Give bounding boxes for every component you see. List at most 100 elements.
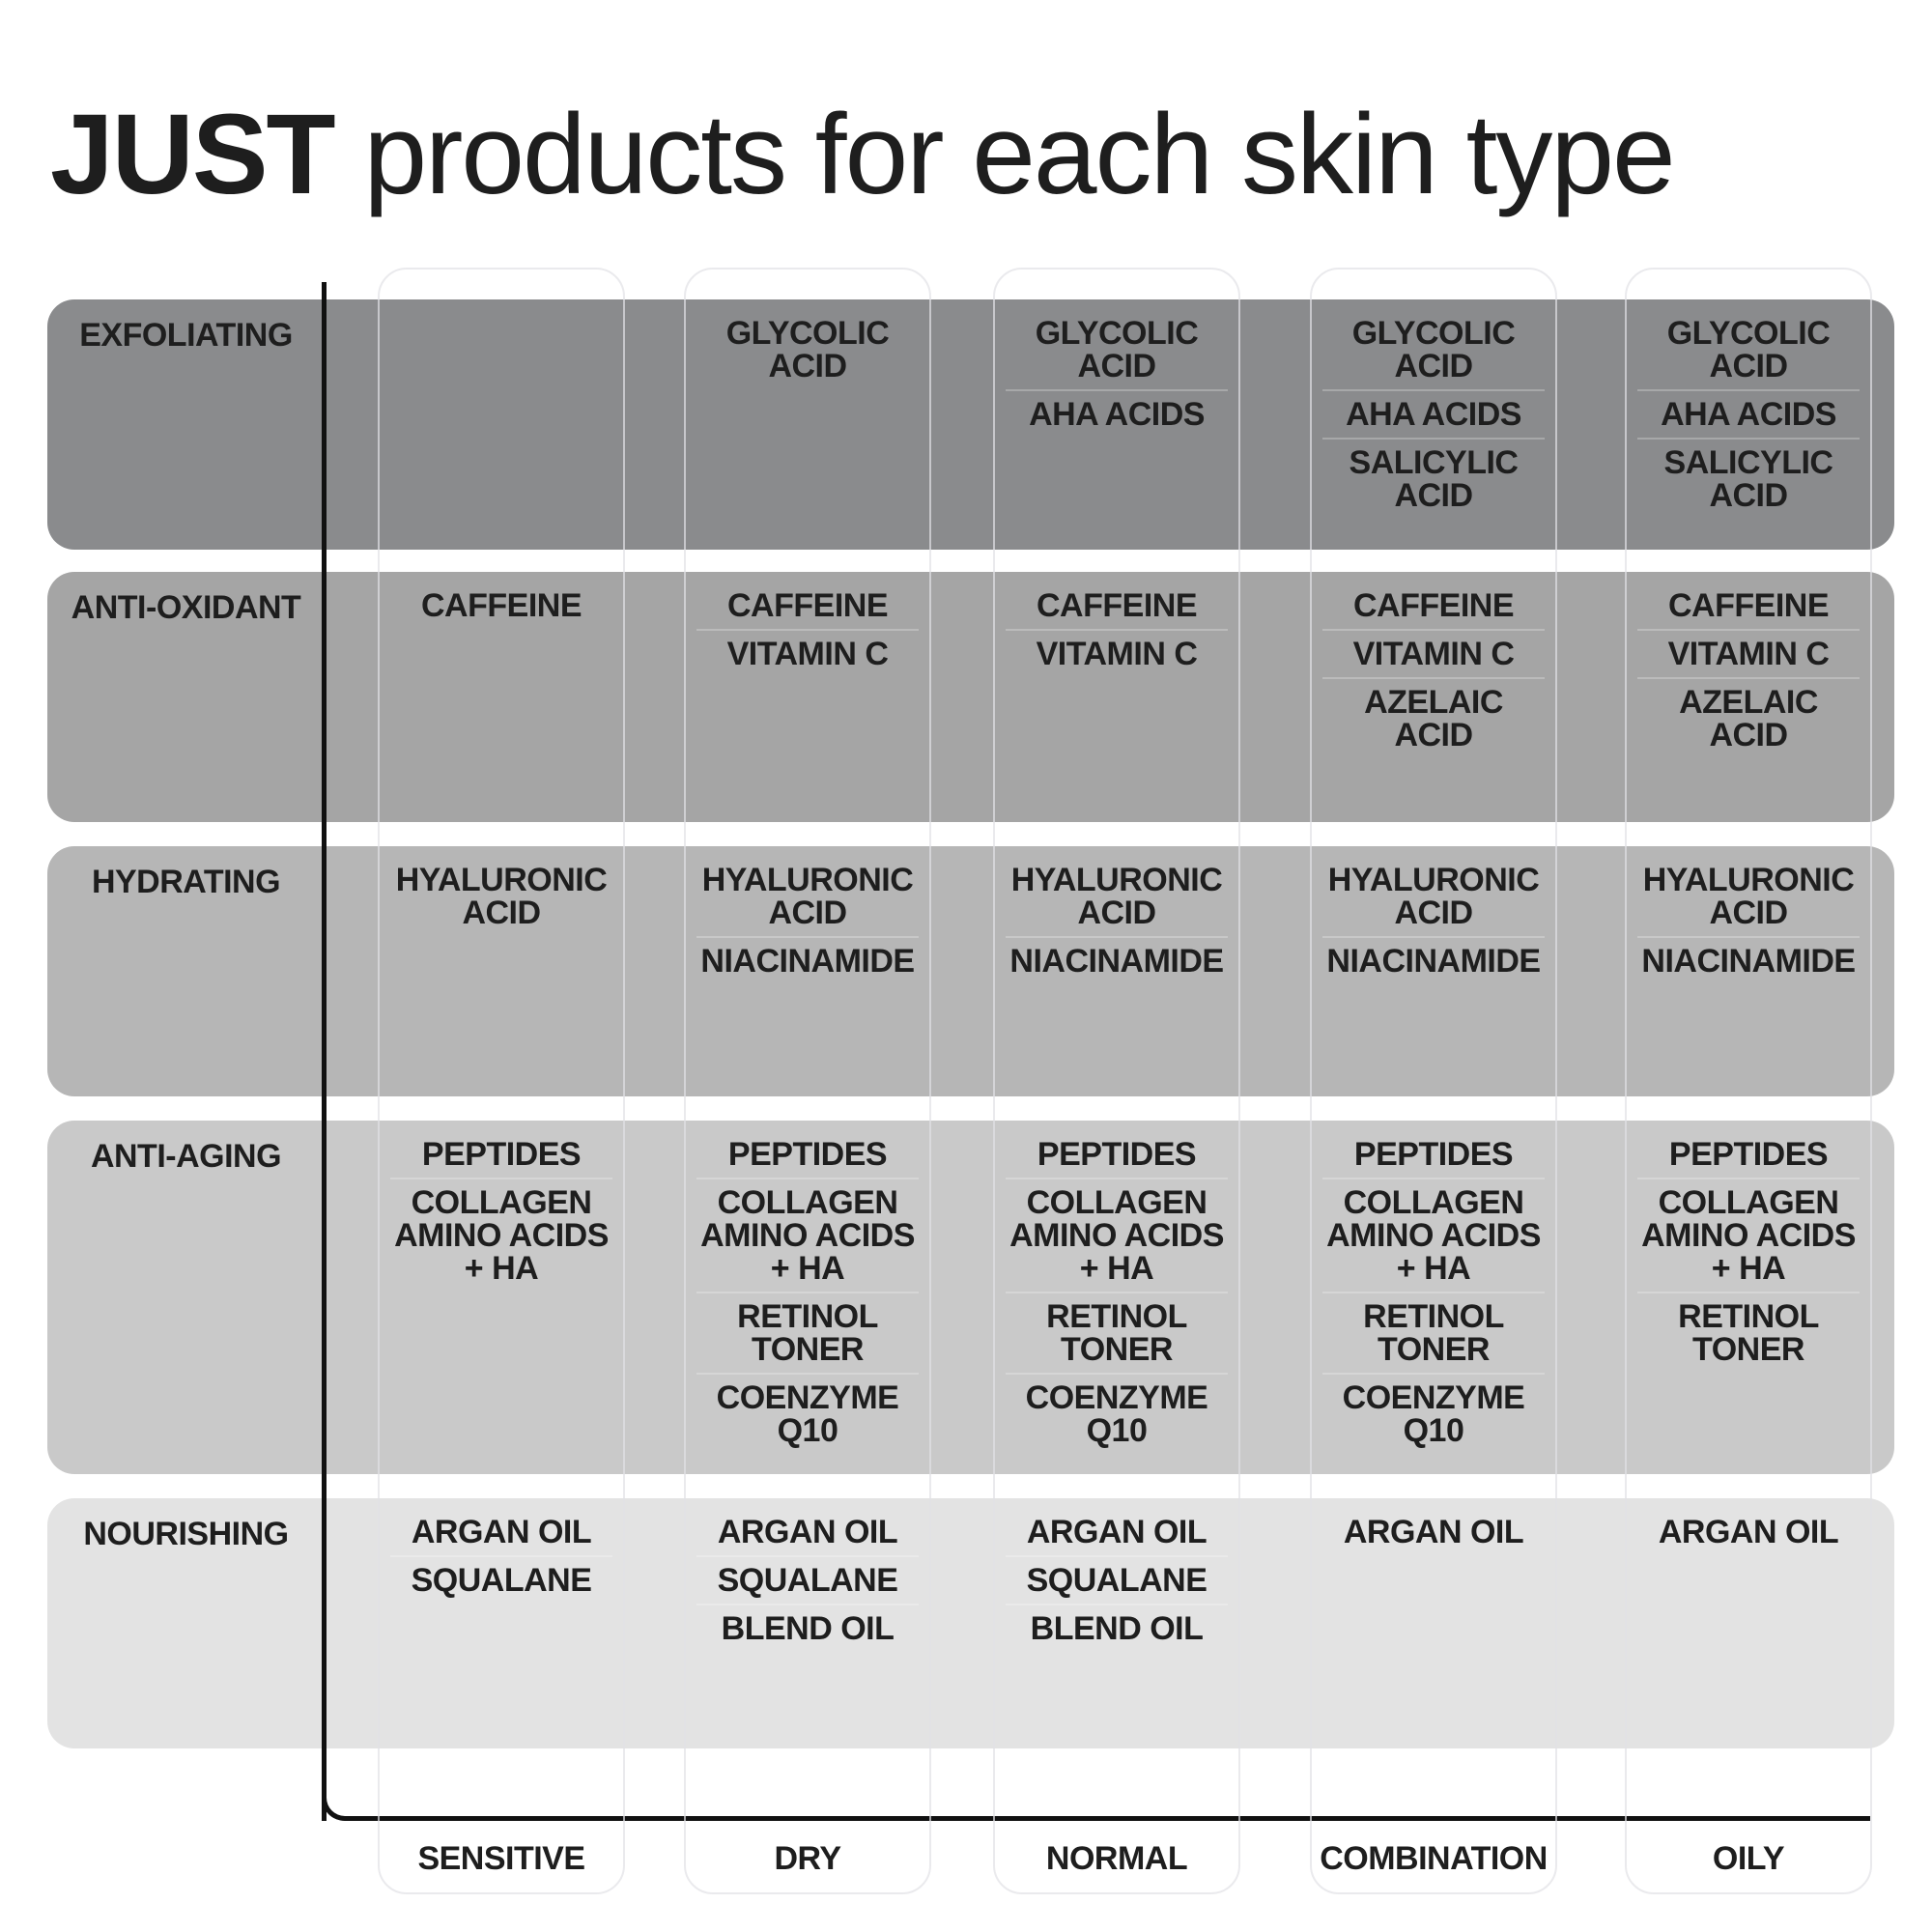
ingredient: AZELAIC ACID — [1322, 677, 1545, 752]
table-cell: HYALURONIC ACID NIACINAMIDE — [684, 864, 931, 984]
ingredient: BLEND OIL — [1006, 1604, 1228, 1645]
ingredient: GLYCOLIC ACID — [1351, 315, 1516, 384]
ingredient: HYALURONIC ACID — [1327, 862, 1540, 931]
column-label: NORMAL — [1045, 1840, 1188, 1877]
ingredient: PEPTIDES — [1037, 1136, 1197, 1173]
table-cell: ARGAN OIL — [1625, 1516, 1872, 1555]
ingredient: BLEND OIL — [696, 1604, 919, 1645]
column-outline — [684, 268, 931, 1894]
page-title: JUST products for each skin type — [50, 89, 1676, 220]
ingredient: AHA ACIDS — [1322, 389, 1545, 431]
table-cell: PEPTIDES COLLAGEN AMINO ACIDS + HA RETINOL… — [1310, 1138, 1557, 1454]
table-cell: PEPTIDES COLLAGEN AMINO ACIDS + HA — [378, 1138, 625, 1292]
ingredient: COLLAGEN AMINO ACIDS + HA — [1006, 1178, 1228, 1285]
row-exfoliating: EXFOLIATING GLYCOLIC ACID GLYCOLIC ACID AHA… — [47, 299, 1894, 550]
ingredient: COLLAGEN AMINO ACIDS + HA — [1637, 1178, 1860, 1285]
ingredient: AHA ACIDS — [1637, 389, 1860, 431]
table-cell: PEPTIDES COLLAGEN AMINO ACIDS + HA RETINOL… — [1625, 1138, 1872, 1373]
row-anti-aging: ANTI-AGING PEPTIDES COLLAGEN AMINO ACIDS +… — [47, 1121, 1894, 1474]
ingredient: COENZYME Q10 — [1322, 1373, 1545, 1447]
ingredient: SALICYLIC ACID — [1637, 438, 1860, 512]
ingredient: PEPTIDES — [421, 1136, 582, 1173]
ingredient: RETINOL TONER — [1637, 1292, 1860, 1366]
row-label: ANTI-AGING — [90, 1138, 282, 1175]
ingredient: NIACINAMIDE — [696, 936, 919, 978]
ingredient: GLYCOLIC ACID — [725, 315, 890, 384]
table-cell: CAFFEINE VITAMIN C — [684, 589, 931, 677]
table-cell: GLYCOLIC ACID — [684, 317, 931, 389]
table-cell: HYALURONIC ACID NIACINAMIDE — [1625, 864, 1872, 984]
x-axis-line — [322, 1797, 1870, 1821]
table-cell: CAFFEINE VITAMIN C AZELAIC ACID — [1625, 589, 1872, 758]
column-label: SENSITIVE — [417, 1840, 585, 1877]
ingredient: HYALURONIC ACID — [701, 862, 914, 931]
table-cell: ARGAN OIL SQUALANE — [378, 1516, 625, 1604]
ingredient: ARGAN OIL — [717, 1514, 898, 1550]
ingredient: CAFFEINE — [1353, 587, 1515, 624]
ingredient: GLYCOLIC ACID — [1035, 315, 1199, 384]
ingredient: COENZYME Q10 — [696, 1373, 919, 1447]
column-outline — [1625, 268, 1872, 1894]
ingredient: HYALURONIC ACID — [395, 862, 608, 931]
table-cell: ARGAN OIL SQUALANE BLEND OIL — [993, 1516, 1240, 1652]
ingredient: COLLAGEN AMINO ACIDS + HA — [696, 1178, 919, 1285]
row-label: EXFOLIATING — [79, 317, 293, 354]
ingredient: VITAMIN C — [696, 629, 919, 670]
row-label: NOURISHING — [83, 1516, 289, 1552]
table-cell: HYALURONIC ACID NIACINAMIDE — [993, 864, 1240, 984]
table-cell: CAFFEINE VITAMIN C — [993, 589, 1240, 677]
ingredient: CAFFEINE — [1037, 587, 1198, 624]
ingredient: CAFFEINE — [421, 587, 582, 624]
ingredient: AHA ACIDS — [1006, 389, 1228, 431]
row-label: HYDRATING — [91, 864, 281, 900]
row-nourishing: NOURISHING ARGAN OIL SQUALANE ARGAN OIL SQUA… — [47, 1498, 1894, 1748]
ingredient: COLLAGEN AMINO ACIDS + HA — [390, 1178, 612, 1285]
table-cell: CAFFEINE — [378, 589, 625, 629]
ingredient: PEPTIDES — [1353, 1136, 1514, 1173]
ingredient: HYALURONIC ACID — [1010, 862, 1223, 931]
row-label: ANTI-OXIDANT — [71, 589, 301, 626]
y-axis-line — [322, 282, 327, 1821]
ingredient: VITAMIN C — [1322, 629, 1545, 670]
table-cell: GLYCOLIC ACID AHA ACIDS SALICYLIC ACID — [1310, 317, 1557, 519]
ingredient: SQUALANE — [1006, 1555, 1228, 1597]
brand-name: JUST — [50, 91, 336, 218]
ingredient: SQUALANE — [390, 1555, 612, 1597]
column-outline — [1310, 268, 1557, 1894]
title-text: products for each skin type — [363, 91, 1675, 218]
table-cell: PEPTIDES COLLAGEN AMINO ACIDS + HA RETINOL… — [684, 1138, 931, 1454]
ingredient: NIACINAMIDE — [1322, 936, 1545, 978]
ingredient: AZELAIC ACID — [1637, 677, 1860, 752]
column-label: OILY — [1712, 1840, 1785, 1877]
ingredient: NIACINAMIDE — [1006, 936, 1228, 978]
ingredient: COENZYME Q10 — [1006, 1373, 1228, 1447]
ingredient: ARGAN OIL — [1658, 1514, 1839, 1550]
column-outline — [378, 268, 625, 1894]
ingredient: NIACINAMIDE — [1637, 936, 1860, 978]
ingredient: PEPTIDES — [727, 1136, 888, 1173]
row-anti-oxidant: ANTI-OXIDANT CAFFEINE CAFFEINE VITAMIN C CAF… — [47, 572, 1894, 822]
ingredient: GLYCOLIC ACID — [1666, 315, 1831, 384]
table-cell: ARGAN OIL — [1310, 1516, 1557, 1555]
row-hydrating: HYDRATING HYALURONIC ACID HYALURONIC ACID N… — [47, 846, 1894, 1096]
column-label: COMBINATION — [1320, 1840, 1548, 1877]
table-cell: HYALURONIC ACID — [378, 864, 625, 936]
table-cell: GLYCOLIC ACID AHA ACIDS SALICYLIC ACID — [1625, 317, 1872, 519]
ingredient: COLLAGEN AMINO ACIDS + HA — [1322, 1178, 1545, 1285]
ingredient: ARGAN OIL — [411, 1514, 592, 1550]
table-cell: HYALURONIC ACID NIACINAMIDE — [1310, 864, 1557, 984]
table-cell: CAFFEINE VITAMIN C AZELAIC ACID — [1310, 589, 1557, 758]
ingredient: ARGAN OIL — [1026, 1514, 1208, 1550]
ingredient: ARGAN OIL — [1343, 1514, 1524, 1550]
ingredient: PEPTIDES — [1668, 1136, 1829, 1173]
ingredient: VITAMIN C — [1637, 629, 1860, 670]
table-cell: GLYCOLIC ACID AHA ACIDS — [993, 317, 1240, 438]
ingredient: RETINOL TONER — [696, 1292, 919, 1366]
ingredient: SQUALANE — [696, 1555, 919, 1597]
ingredient: CAFFEINE — [1668, 587, 1830, 624]
ingredient: RETINOL TONER — [1006, 1292, 1228, 1366]
ingredient: CAFFEINE — [727, 587, 889, 624]
ingredient: HYALURONIC ACID — [1642, 862, 1855, 931]
ingredient: RETINOL TONER — [1322, 1292, 1545, 1366]
